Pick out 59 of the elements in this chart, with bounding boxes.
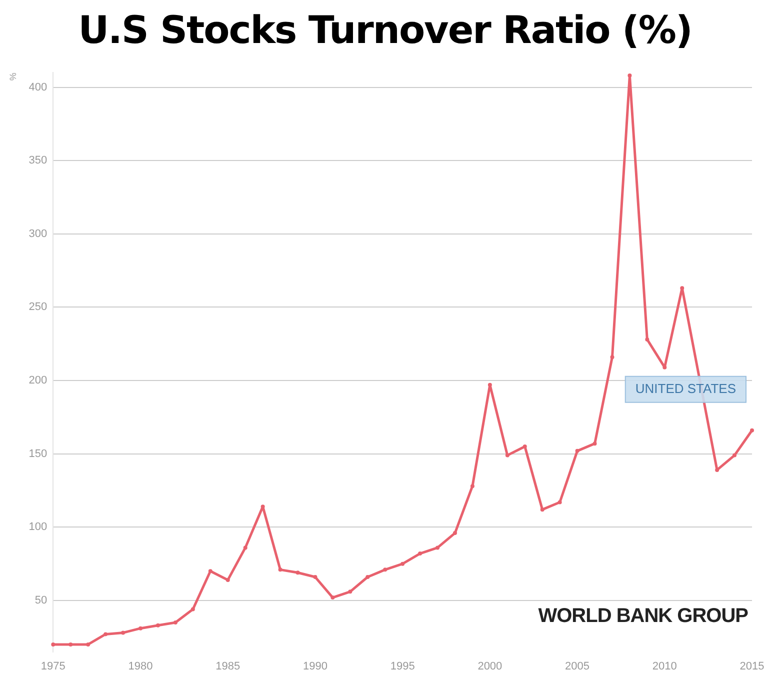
y-tick-label: 200 — [28, 374, 48, 387]
x-tick-label: 2010 — [652, 660, 677, 672]
point — [540, 508, 544, 512]
point — [330, 596, 335, 600]
x-tick-label: 2015 — [740, 660, 764, 672]
point — [732, 453, 737, 458]
x-tick-label: 1980 — [128, 660, 153, 672]
point — [383, 568, 388, 572]
point — [348, 590, 352, 594]
y-tick-label: 50 — [34, 594, 48, 607]
point — [610, 355, 614, 360]
y-tick-label: 100 — [28, 521, 48, 534]
point — [750, 428, 754, 432]
point — [243, 546, 248, 550]
point — [138, 626, 143, 630]
y-tick-label: 350 — [28, 154, 48, 167]
y-tick-label: 400 — [28, 81, 48, 94]
x-tick-label: 1990 — [302, 660, 328, 672]
point — [592, 442, 597, 446]
point — [505, 453, 510, 458]
y-axis-title: % — [8, 72, 18, 81]
point — [313, 575, 318, 580]
point — [645, 337, 650, 342]
point — [436, 546, 440, 550]
y-tick-label: 300 — [28, 228, 48, 240]
point — [278, 568, 282, 572]
point — [680, 286, 684, 290]
point — [104, 632, 108, 636]
point — [575, 448, 580, 453]
x-tick-label: 1975 — [40, 660, 66, 672]
y-tick-label: 250 — [28, 301, 48, 314]
point — [190, 607, 195, 612]
point — [470, 484, 474, 488]
point — [51, 642, 56, 646]
point — [522, 444, 527, 449]
x-tick-label: 2000 — [478, 660, 502, 672]
point — [68, 642, 73, 646]
point — [488, 382, 492, 387]
point — [121, 630, 126, 635]
point — [226, 578, 230, 582]
point — [156, 623, 160, 628]
point — [558, 500, 562, 504]
point — [452, 531, 457, 536]
point — [173, 620, 178, 624]
y-tick-label: 150 — [28, 448, 48, 460]
x-tick-label: 2005 — [565, 660, 590, 672]
annotation: WORLD BANK GROUP — [538, 605, 748, 628]
point — [86, 642, 90, 646]
series-label: UNITED STATES — [635, 380, 736, 396]
point — [662, 365, 667, 370]
x-tick-label: 1995 — [390, 660, 415, 672]
point — [418, 552, 422, 556]
point — [296, 570, 300, 575]
point — [628, 74, 632, 78]
point — [400, 562, 405, 566]
chart-title: U.S Stocks Turnover Ratio (%) — [77, 8, 693, 54]
point — [366, 575, 370, 580]
point — [208, 569, 212, 574]
x-tick-label: 1985 — [216, 660, 240, 672]
